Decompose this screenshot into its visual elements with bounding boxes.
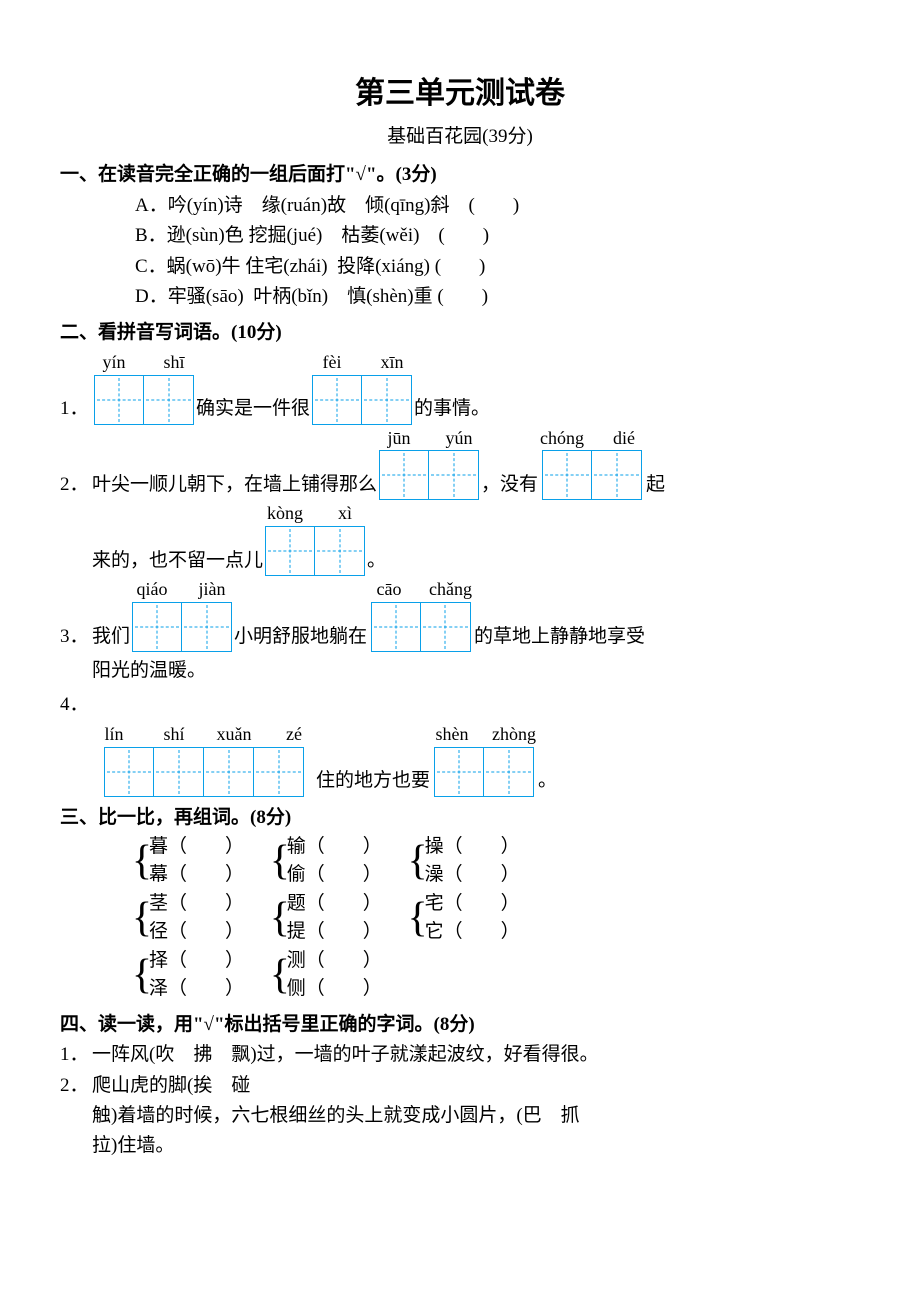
option-a: A．吟(yín)诗 缘(ruán)故 倾(qīng)斜 ( ): [135, 191, 860, 221]
option-d: D．牢骚(sāo) 叶柄(bǐn) 慎(shèn)重 ( ): [135, 282, 860, 312]
pair-cao: { 操（ ） 澡（ ）: [411, 833, 520, 890]
s2-q3-line2: 阳光的温暖。: [60, 656, 860, 686]
q3-text-0: 我们: [92, 622, 130, 652]
pinyin-box-kong-xi: kòngxì: [265, 504, 365, 576]
pinyin-box-jun-yun: jūnyún: [379, 429, 479, 501]
pair-ti: { 题（ ） 提（ ）: [273, 890, 382, 947]
option-b: B．逊(sùn)色 挖掘(jué) 枯萎(wěi) ( ): [135, 221, 860, 251]
s4-q1: 1． 一阵风(吹 拂 飘)过，一墙的叶子就漾起波纹，好看得很。: [60, 1040, 860, 1070]
paper-title: 第三单元测试卷: [60, 70, 860, 118]
s2-q4-num: 4．: [60, 690, 860, 720]
pinyin-box-chong-die: chóngdié: [540, 429, 644, 501]
q3-number: 3．: [60, 622, 92, 652]
char-boxes[interactable]: [434, 747, 534, 797]
s2-q4: lín shí xuǎn zé 住的地方也要 shènzhòng 。: [60, 725, 860, 797]
s4-q2-l3: 拉)住墙。: [92, 1135, 174, 1156]
paper-subtitle: 基础百花园(39分): [60, 122, 860, 152]
char-boxes[interactable]: [542, 450, 642, 500]
s3-row-3: { 择（ ） 泽（ ） { 测（ ） 侧（ ）: [135, 947, 860, 1004]
s4-q2-l2: 触)着墙的时候，六七根细丝的头上就变成小圆片，(巴 抓: [92, 1105, 580, 1126]
pair-shu: { 输（ ） 偷（ ）: [273, 833, 382, 890]
s2-q1: 1． yínshī 确实是一件很 fèixīn 的事情。: [60, 353, 860, 425]
pinyin-box-shen-zhong: shènzhòng: [432, 725, 536, 797]
s2-q3-line1: 3． 我们 qiáojiàn 小明舒服地躺在 cāochǎng 的草地上静静地享…: [60, 580, 860, 652]
q3-line2: 阳光的温暖。: [92, 656, 206, 686]
s4-q2-body: 爬山虎的脚(挨 碰 触)着墙的时候，六七根细丝的头上就变成小圆片，(巴 抓 拉)…: [92, 1071, 860, 1162]
q2-line2b: 。: [367, 546, 386, 576]
pinyin-box-lin-shi-xuan-ze: lín shí xuǎn zé: [94, 725, 314, 797]
pair-ze: { 择（ ） 泽（ ）: [135, 947, 244, 1004]
s3-row-2: { 茎（ ） 径（ ） { 题（ ） 提（ ） { 宅（ ） 它（ ）: [135, 890, 860, 947]
q3-text-2: 的草地上静静地享受: [474, 622, 645, 652]
s3-row-1: { 暮（ ） 幕（ ） { 输（ ） 偷（ ） { 操（ ） 澡（ ）: [135, 833, 860, 890]
q2-text-0: 叶尖一顺儿朝下，在墙上铺得那么: [92, 470, 377, 500]
q1-text-2: 的事情。: [414, 394, 490, 424]
test-paper-page: 第三单元测试卷 基础百花园(39分) 一、在读音完全正确的一组后面打"√"。(3…: [0, 0, 920, 1302]
q1-number: 1．: [60, 394, 92, 424]
q4-text-2: 。: [538, 766, 557, 796]
pair-ce: { 测（ ） 侧（ ）: [273, 947, 382, 1004]
option-c: C．蜗(wō)牛 住宅(zhái) 投降(xiáng) ( ): [135, 252, 860, 282]
q2-line2a: 来的，也不留一点儿: [92, 546, 263, 576]
char-boxes[interactable]: [312, 375, 412, 425]
q2-text-2: 起: [646, 470, 665, 500]
pair-mu: { 暮（ ） 幕（ ）: [135, 833, 244, 890]
s4-q2: 2． 爬山虎的脚(挨 碰 触)着墙的时候，六七根细丝的头上就变成小圆片，(巴 抓…: [60, 1071, 860, 1162]
pinyin-box-qiao-jian: qiáojiàn: [132, 580, 232, 652]
q1-text-1: 确实是一件很: [196, 394, 310, 424]
section-4-body: 1． 一阵风(吹 拂 飘)过，一墙的叶子就漾起波纹，好看得很。 2． 爬山虎的脚…: [60, 1040, 860, 1162]
section-3-body: { 暮（ ） 幕（ ） { 输（ ） 偷（ ） { 操（ ） 澡（ ）: [60, 833, 860, 1004]
char-boxes[interactable]: [104, 747, 304, 797]
q4-text-1: 住的地方也要: [316, 766, 430, 796]
s4-q2-l1: 爬山虎的脚(挨 碰: [92, 1075, 250, 1096]
s2-q2-line2: 来的，也不留一点儿 kòngxì 。: [60, 504, 860, 576]
pinyin-box-yin-shi: yínshī: [94, 353, 194, 425]
char-boxes[interactable]: [132, 602, 232, 652]
section-1-heading: 一、在读音完全正确的一组后面打"√"。(3分): [60, 160, 860, 190]
section-3-heading: 三、比一比，再组词。(8分): [60, 803, 860, 833]
pinyin-box-cao-chang: cāochǎng: [369, 580, 472, 652]
section-4-heading: 四、读一读，用"√"标出括号里正确的字词。(8分): [60, 1010, 860, 1040]
char-boxes[interactable]: [265, 526, 365, 576]
section-1-options: A．吟(yín)诗 缘(ruán)故 倾(qīng)斜 ( ) B．逊(sùn)…: [60, 191, 860, 313]
pair-zhai: { 宅（ ） 它（ ）: [411, 890, 520, 947]
s4-q1-text: 一阵风(吹 拂 飘)过，一墙的叶子就漾起波纹，好看得很。: [92, 1040, 860, 1070]
s2-q2-line1: 2． 叶尖一顺儿朝下，在墙上铺得那么 jūnyún ，没有 chóngdié 起: [60, 429, 860, 501]
char-boxes[interactable]: [94, 375, 194, 425]
pair-jing: { 茎（ ） 径（ ）: [135, 890, 244, 947]
char-boxes[interactable]: [379, 450, 479, 500]
section-2-heading: 二、看拼音写词语。(10分): [60, 318, 860, 348]
pinyin-box-fei-xin: fèixīn: [312, 353, 412, 425]
q2-number: 2．: [60, 470, 92, 500]
char-boxes[interactable]: [371, 602, 471, 652]
q3-text-1: 小明舒服地躺在: [234, 622, 367, 652]
q2-text-1: ，没有: [481, 470, 538, 500]
q4-number: 4．: [60, 690, 92, 720]
